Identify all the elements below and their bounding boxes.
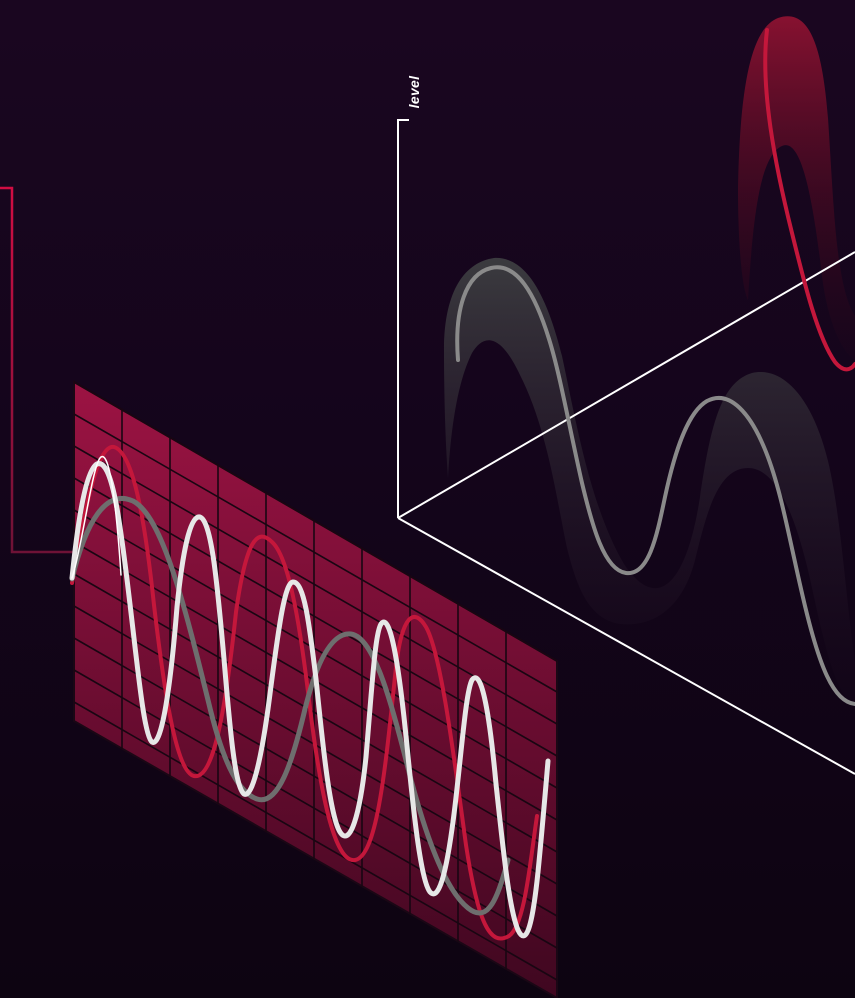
dark-ribbon-wave-left bbox=[444, 257, 855, 706]
y-axis-label: level bbox=[406, 75, 422, 109]
gray-wave-panel bbox=[69, 496, 511, 916]
red-wave-right bbox=[763, 28, 855, 372]
panel-waves bbox=[69, 445, 551, 941]
red-ribbon-wave bbox=[738, 16, 855, 360]
isometric-axes bbox=[397, 119, 855, 775]
thin-white-wave-panel bbox=[71, 455, 122, 579]
white-wave-panel bbox=[69, 461, 551, 939]
left-bracket-line bbox=[0, 186, 74, 554]
gray-wave-right bbox=[455, 265, 855, 706]
